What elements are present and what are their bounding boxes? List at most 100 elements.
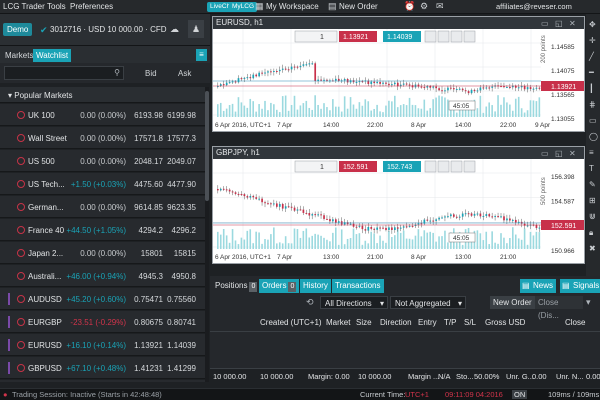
qty-value[interactable]: 1 <box>320 164 324 171</box>
hline-tool-icon[interactable]: ━ <box>589 68 594 77</box>
channel-tool-icon[interactable]: ⋕ <box>589 100 596 109</box>
chart-tool-button[interactable] <box>450 30 463 43</box>
aggregation-select[interactable]: Not Aggregated ▾ <box>390 296 466 309</box>
ask-price[interactable]: 4477.90 <box>167 180 196 189</box>
new-order-top-button[interactable]: New Order <box>339 2 378 11</box>
ask-price[interactable]: 4950.8 <box>171 272 196 281</box>
line-tool-icon[interactable]: ╱ <box>589 52 594 61</box>
workspace-button[interactable]: My Workspace <box>266 2 319 11</box>
bid-price[interactable]: 2048.17 <box>134 157 163 166</box>
demo-toggle[interactable]: Demo <box>3 23 33 36</box>
market-row[interactable]: German... 0.00 (0.00%) 9614.85 9623.35 <box>0 196 205 218</box>
crosshair-icon[interactable]: ✛ <box>589 36 596 45</box>
tab-markets[interactable]: Markets <box>5 51 34 60</box>
ask-price[interactable]: 1.14039 <box>167 341 196 350</box>
tab-transactions[interactable]: Transactions <box>332 279 384 293</box>
close-icon[interactable]: ✕ <box>569 19 576 28</box>
close-positions-button[interactable]: Close (Dis... <box>535 296 583 320</box>
market-row[interactable]: Wall Street 0.00 (0.00%) 17571.8 17577.3 <box>0 127 205 149</box>
ask-price[interactable]: 15815 <box>173 249 196 258</box>
bid-price[interactable]: 9614.85 <box>134 203 163 212</box>
gbpjpy-chart[interactable]: GBPJPY, h1 ▭ ◱ ✕ 156.398154.587152.77615… <box>212 146 585 264</box>
trade-ticket[interactable]: 1 152.591 152.743 <box>294 160 476 173</box>
settings-icon[interactable]: ⚙ <box>420 1 429 11</box>
market-row[interactable]: EURUSD +16.10 (+0.14%) 1.13921 1.14039 <box>0 334 205 356</box>
market-row[interactable]: AUDUSD +45.20 (+0.60%) 0.75471 0.75560 <box>0 288 205 310</box>
bid-price[interactable]: 4945.3 <box>138 272 163 281</box>
column-header[interactable]: T/P <box>444 318 457 327</box>
buy-button[interactable] <box>383 161 421 172</box>
market-row[interactable]: US 500 0.00 (0.00%) 2048.17 2049.07 <box>0 150 205 172</box>
ask-price[interactable]: 4296.2 <box>171 226 196 235</box>
qty-box[interactable] <box>294 160 338 173</box>
qty-box[interactable] <box>294 30 338 43</box>
ask-price[interactable]: 6199.98 <box>167 111 196 120</box>
restore-icon[interactable]: ▭ <box>541 149 549 158</box>
market-row[interactable]: USDJPY <box>0 380 205 382</box>
sell-price[interactable]: 1.13921 <box>343 34 368 41</box>
bid-price[interactable]: 1.13921 <box>134 341 163 350</box>
buy-price[interactable]: 1.14039 <box>387 34 412 41</box>
user-email[interactable]: affiliates@reveser.com <box>496 2 572 11</box>
bid-price[interactable]: 6193.98 <box>134 111 163 120</box>
column-header[interactable]: Entry <box>418 318 437 327</box>
bid-price[interactable]: 4294.2 <box>138 226 163 235</box>
market-row[interactable]: EURGBP -23.51 (-0.29%) 0.80675 0.80741 <box>0 311 205 333</box>
market-row[interactable]: GBPUSD +67.10 (+0.48%) 1.41231 1.41299 <box>0 357 205 379</box>
connection-toggle[interactable]: ON <box>512 390 528 399</box>
column-header[interactable]: Size <box>356 318 372 327</box>
refresh-icon[interactable]: ⟲ <box>306 297 314 307</box>
ask-price[interactable]: 0.80741 <box>167 318 196 327</box>
user-icon[interactable]: ♟ <box>188 20 204 38</box>
bid-price[interactable]: 15801 <box>140 249 163 258</box>
mail-icon[interactable]: ✉ <box>436 1 444 11</box>
trash-tool-icon[interactable]: ✖ <box>589 244 596 253</box>
column-header[interactable]: Market <box>326 318 351 327</box>
direction-select[interactable]: All Directions ▾ <box>320 296 388 309</box>
chart-tool-button[interactable] <box>463 30 476 43</box>
qty-value[interactable]: 1 <box>320 34 324 41</box>
column-header[interactable]: Direction <box>380 318 412 327</box>
market-row[interactable]: US Tech... +1.50 (+0.03%) 4475.60 4477.90 <box>0 173 205 195</box>
popular-markets-group[interactable]: ▾ Popular Markets <box>0 87 205 103</box>
lock-tool-icon[interactable]: 🔒︎ <box>589 228 594 237</box>
tab-orders[interactable]: Orders 0 <box>259 279 300 293</box>
chart-tool-button[interactable] <box>463 160 476 173</box>
chevron-down-icon[interactable]: ▾ <box>586 297 591 307</box>
close-icon[interactable]: ✕ <box>569 149 576 158</box>
chart-tool-button[interactable] <box>424 160 437 173</box>
buy-price[interactable]: 152.743 <box>387 164 412 171</box>
vline-tool-icon[interactable]: ┃ <box>589 84 594 93</box>
maximize-icon[interactable]: ◱ <box>555 19 563 28</box>
tab-watchlist[interactable]: Watchlist <box>33 49 72 62</box>
chart-tool-button[interactable] <box>450 160 463 173</box>
column-header[interactable]: Created (UTC+1) <box>260 318 322 327</box>
bid-price[interactable]: 17571.8 <box>134 134 163 143</box>
chart-tool-button[interactable] <box>437 30 450 43</box>
sell-price[interactable]: 152.591 <box>343 164 368 171</box>
column-header[interactable]: Gross USD <box>485 318 526 327</box>
market-search-input[interactable]: ⚲ <box>4 66 124 80</box>
menu-preferences[interactable]: Preferences <box>70 2 114 11</box>
rectangle-tool-icon[interactable]: ▭ <box>589 116 597 125</box>
livechat-button[interactable]: LiveChat <box>207 2 239 12</box>
bid-price[interactable]: 4475.60 <box>134 180 163 189</box>
magnet-tool-icon[interactable]: ⋓ <box>589 212 596 221</box>
sell-button[interactable] <box>339 161 377 172</box>
pointer-icon[interactable]: ✥ <box>589 20 596 29</box>
market-row[interactable]: France 40 +44.50 (+1.05%) 4294.2 4296.2 <box>0 219 205 241</box>
mylcg-button[interactable]: MyLCG <box>229 2 258 12</box>
column-header[interactable]: S/L <box>464 318 477 327</box>
eurusd-plot[interactable]: 1.14585 1.14075 1.13565 1.13055 200 points 1.… <box>213 29 584 131</box>
restore-icon[interactable]: ▭ <box>541 19 549 28</box>
bid-price[interactable]: 0.80675 <box>134 318 163 327</box>
ellipse-tool-icon[interactable]: ◯ <box>589 132 598 141</box>
market-row[interactable]: UK 100 0.00 (0.00%) 6193.98 6199.98 <box>0 104 205 126</box>
signals-button[interactable]: ▤ Signals <box>560 279 600 293</box>
ask-price[interactable]: 17577.3 <box>167 134 196 143</box>
fibonacci-tool-icon[interactable]: ≡ <box>589 148 594 157</box>
scroll-thumb[interactable] <box>205 91 209 201</box>
news-button[interactable]: ▤ News <box>520 279 557 293</box>
buy-button[interactable] <box>383 31 421 42</box>
